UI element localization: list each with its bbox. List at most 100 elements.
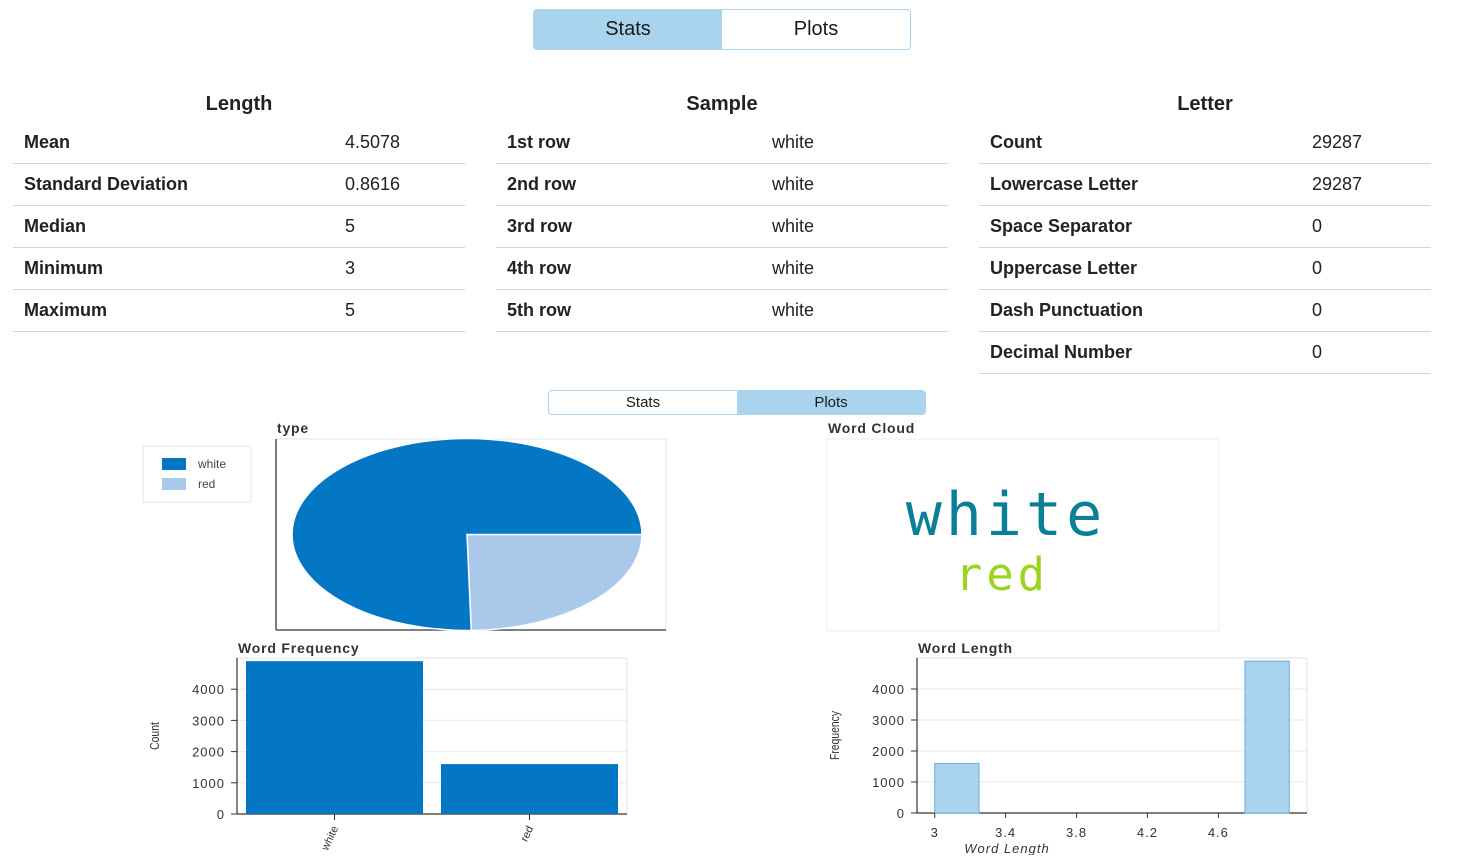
sample-stats-table: Sample 1st row white 2nd row white 3rd row wh… — [496, 86, 948, 332]
letter-row-label: Space Separator — [990, 216, 1133, 236]
legend-label-red: red — [198, 477, 215, 491]
word-cloud-word-red: red — [955, 548, 1049, 601]
freq-ytick-label: 1000 — [192, 776, 225, 791]
length-row-value: 5 — [345, 300, 356, 320]
sample-title: Sample — [686, 93, 758, 115]
bottom-tab-bar: Stats Plots — [548, 390, 926, 415]
tab-plots-secondary[interactable]: Plots — [737, 391, 925, 414]
length-title: Length — [205, 93, 273, 115]
letter-row: Uppercase Letter 0 — [979, 248, 1431, 290]
letter-row: Dash Punctuation 0 — [979, 290, 1431, 332]
word-cloud-panel — [826, 438, 1220, 632]
len-xtick-label: 3 — [931, 825, 939, 840]
letter-stats-table: Letter Count 29287 Lowercase Letter 29287 Sp… — [979, 86, 1431, 374]
sample-row-value: white — [772, 216, 815, 236]
pie-legend — [142, 445, 252, 503]
legend-swatch-white — [162, 458, 186, 470]
length-row: Standard Deviation 0.8616 — [13, 164, 465, 206]
sample-row-label: 3rd row — [507, 216, 573, 236]
len-xtick-label: 3.8 — [1066, 825, 1087, 840]
letter-row: Lowercase Letter 29287 — [979, 164, 1431, 206]
legend-label-white: white — [197, 457, 226, 471]
pie-slice-red — [466, 533, 643, 632]
sample-row: 3rd row white — [496, 206, 948, 248]
freq-ytick-label: 2000 — [192, 745, 225, 760]
length-row-value: 5 — [345, 216, 356, 236]
letter-row-label: Count — [990, 132, 1042, 152]
sample-row: 1st row white — [496, 122, 948, 164]
letter-row-value: 0 — [1312, 342, 1323, 362]
freq-xtick-label-white: white — [319, 824, 341, 853]
letter-row: Count 29287 — [979, 122, 1431, 164]
letter-row-label: Lowercase Letter — [990, 174, 1139, 194]
len-bin-bar — [934, 762, 980, 814]
length-row-value: 0.8616 — [345, 174, 401, 194]
freq-xtick-label-red: red — [519, 824, 537, 843]
top-tab-bar: Stats Plots — [533, 9, 911, 50]
sample-row: 5th row white — [496, 290, 948, 332]
len-xlabel: Word Length — [964, 841, 1049, 855]
freq-ytick-label: 4000 — [192, 682, 225, 697]
length-row-label: Median — [24, 216, 87, 236]
sample-row: 2nd row white — [496, 164, 948, 206]
word-frequency-title: Word Frequency — [238, 640, 360, 656]
length-row-value: 4.5078 — [345, 132, 401, 152]
letter-row-value: 29287 — [1312, 132, 1363, 152]
tab-stats[interactable]: Stats — [534, 10, 722, 49]
len-bin-bar — [1244, 660, 1290, 814]
pie-slice-white — [291, 437, 643, 632]
len-ytick-label: 4000 — [872, 682, 905, 697]
freq-bar-white — [246, 661, 423, 814]
letter-row-value: 0 — [1312, 300, 1323, 320]
len-xtick-label: 4.2 — [1137, 825, 1158, 840]
freq-ytick-label: 3000 — [192, 713, 225, 728]
length-row: Mean 4.5078 — [13, 122, 465, 164]
letter-row-value: 0 — [1312, 216, 1323, 236]
length-row-label: Minimum — [24, 258, 103, 278]
letter-row: Space Separator 0 — [979, 206, 1431, 248]
word-length-chart: 0 1000 2000 3000 4000 Frequency 3 3.4 3.8 4.2 4.6 W… — [828, 657, 1308, 855]
sample-row-label: 1st row — [507, 132, 571, 152]
letter-row-value: 29287 — [1312, 174, 1363, 194]
len-xtick-label: 4.6 — [1208, 825, 1229, 840]
sample-row-value: white — [772, 132, 815, 152]
word-cloud-word-white: white — [906, 480, 1107, 550]
letter-row-label: Dash Punctuation — [990, 300, 1144, 320]
legend-swatch-red — [162, 478, 186, 490]
pie-chart: white red — [142, 437, 667, 632]
tab-plots[interactable]: Plots — [722, 10, 910, 49]
sample-row: 4th row white — [496, 248, 948, 290]
len-ytick-label: 2000 — [872, 744, 905, 759]
len-ylabel: Frequency — [828, 711, 842, 760]
length-row-label: Mean — [24, 132, 71, 152]
tab-stats-secondary[interactable]: Stats — [549, 391, 737, 414]
sample-row-label: 2nd row — [507, 174, 577, 194]
letter-row: Decimal Number 0 — [979, 332, 1431, 374]
len-ytick-label: 0 — [897, 806, 905, 821]
letter-row-value: 0 — [1312, 258, 1323, 278]
letter-title: Letter — [1177, 93, 1233, 115]
length-row-label: Maximum — [24, 300, 108, 320]
length-row: Maximum 5 — [13, 290, 465, 332]
word-length-title: Word Length — [918, 640, 1013, 656]
len-xtick-label: 3.4 — [995, 825, 1016, 840]
length-stats-table: Length Mean 4.5078 Standard Deviation 0.861… — [13, 86, 465, 332]
length-row-value: 3 — [345, 258, 356, 278]
length-row: Median 5 — [13, 206, 465, 248]
word-cloud-title: Word Cloud — [828, 420, 916, 436]
sample-row-value: white — [772, 300, 815, 320]
freq-ytick-label: 0 — [217, 807, 225, 822]
sample-row-label: 4th row — [507, 258, 572, 278]
sample-row-value: white — [772, 174, 815, 194]
pie-chart-title: type — [277, 420, 309, 436]
freq-bar-red — [441, 764, 618, 814]
length-row-label: Standard Deviation — [24, 174, 189, 194]
freq-ylabel: Count — [148, 721, 162, 749]
sample-row-label: 5th row — [507, 300, 572, 320]
sample-row-value: white — [772, 258, 815, 278]
len-ytick-label: 1000 — [872, 775, 905, 790]
len-ytick-label: 3000 — [872, 713, 905, 728]
word-frequency-chart: 0 1000 2000 3000 4000 Count white red — [148, 657, 628, 853]
length-row: Minimum 3 — [13, 248, 465, 290]
